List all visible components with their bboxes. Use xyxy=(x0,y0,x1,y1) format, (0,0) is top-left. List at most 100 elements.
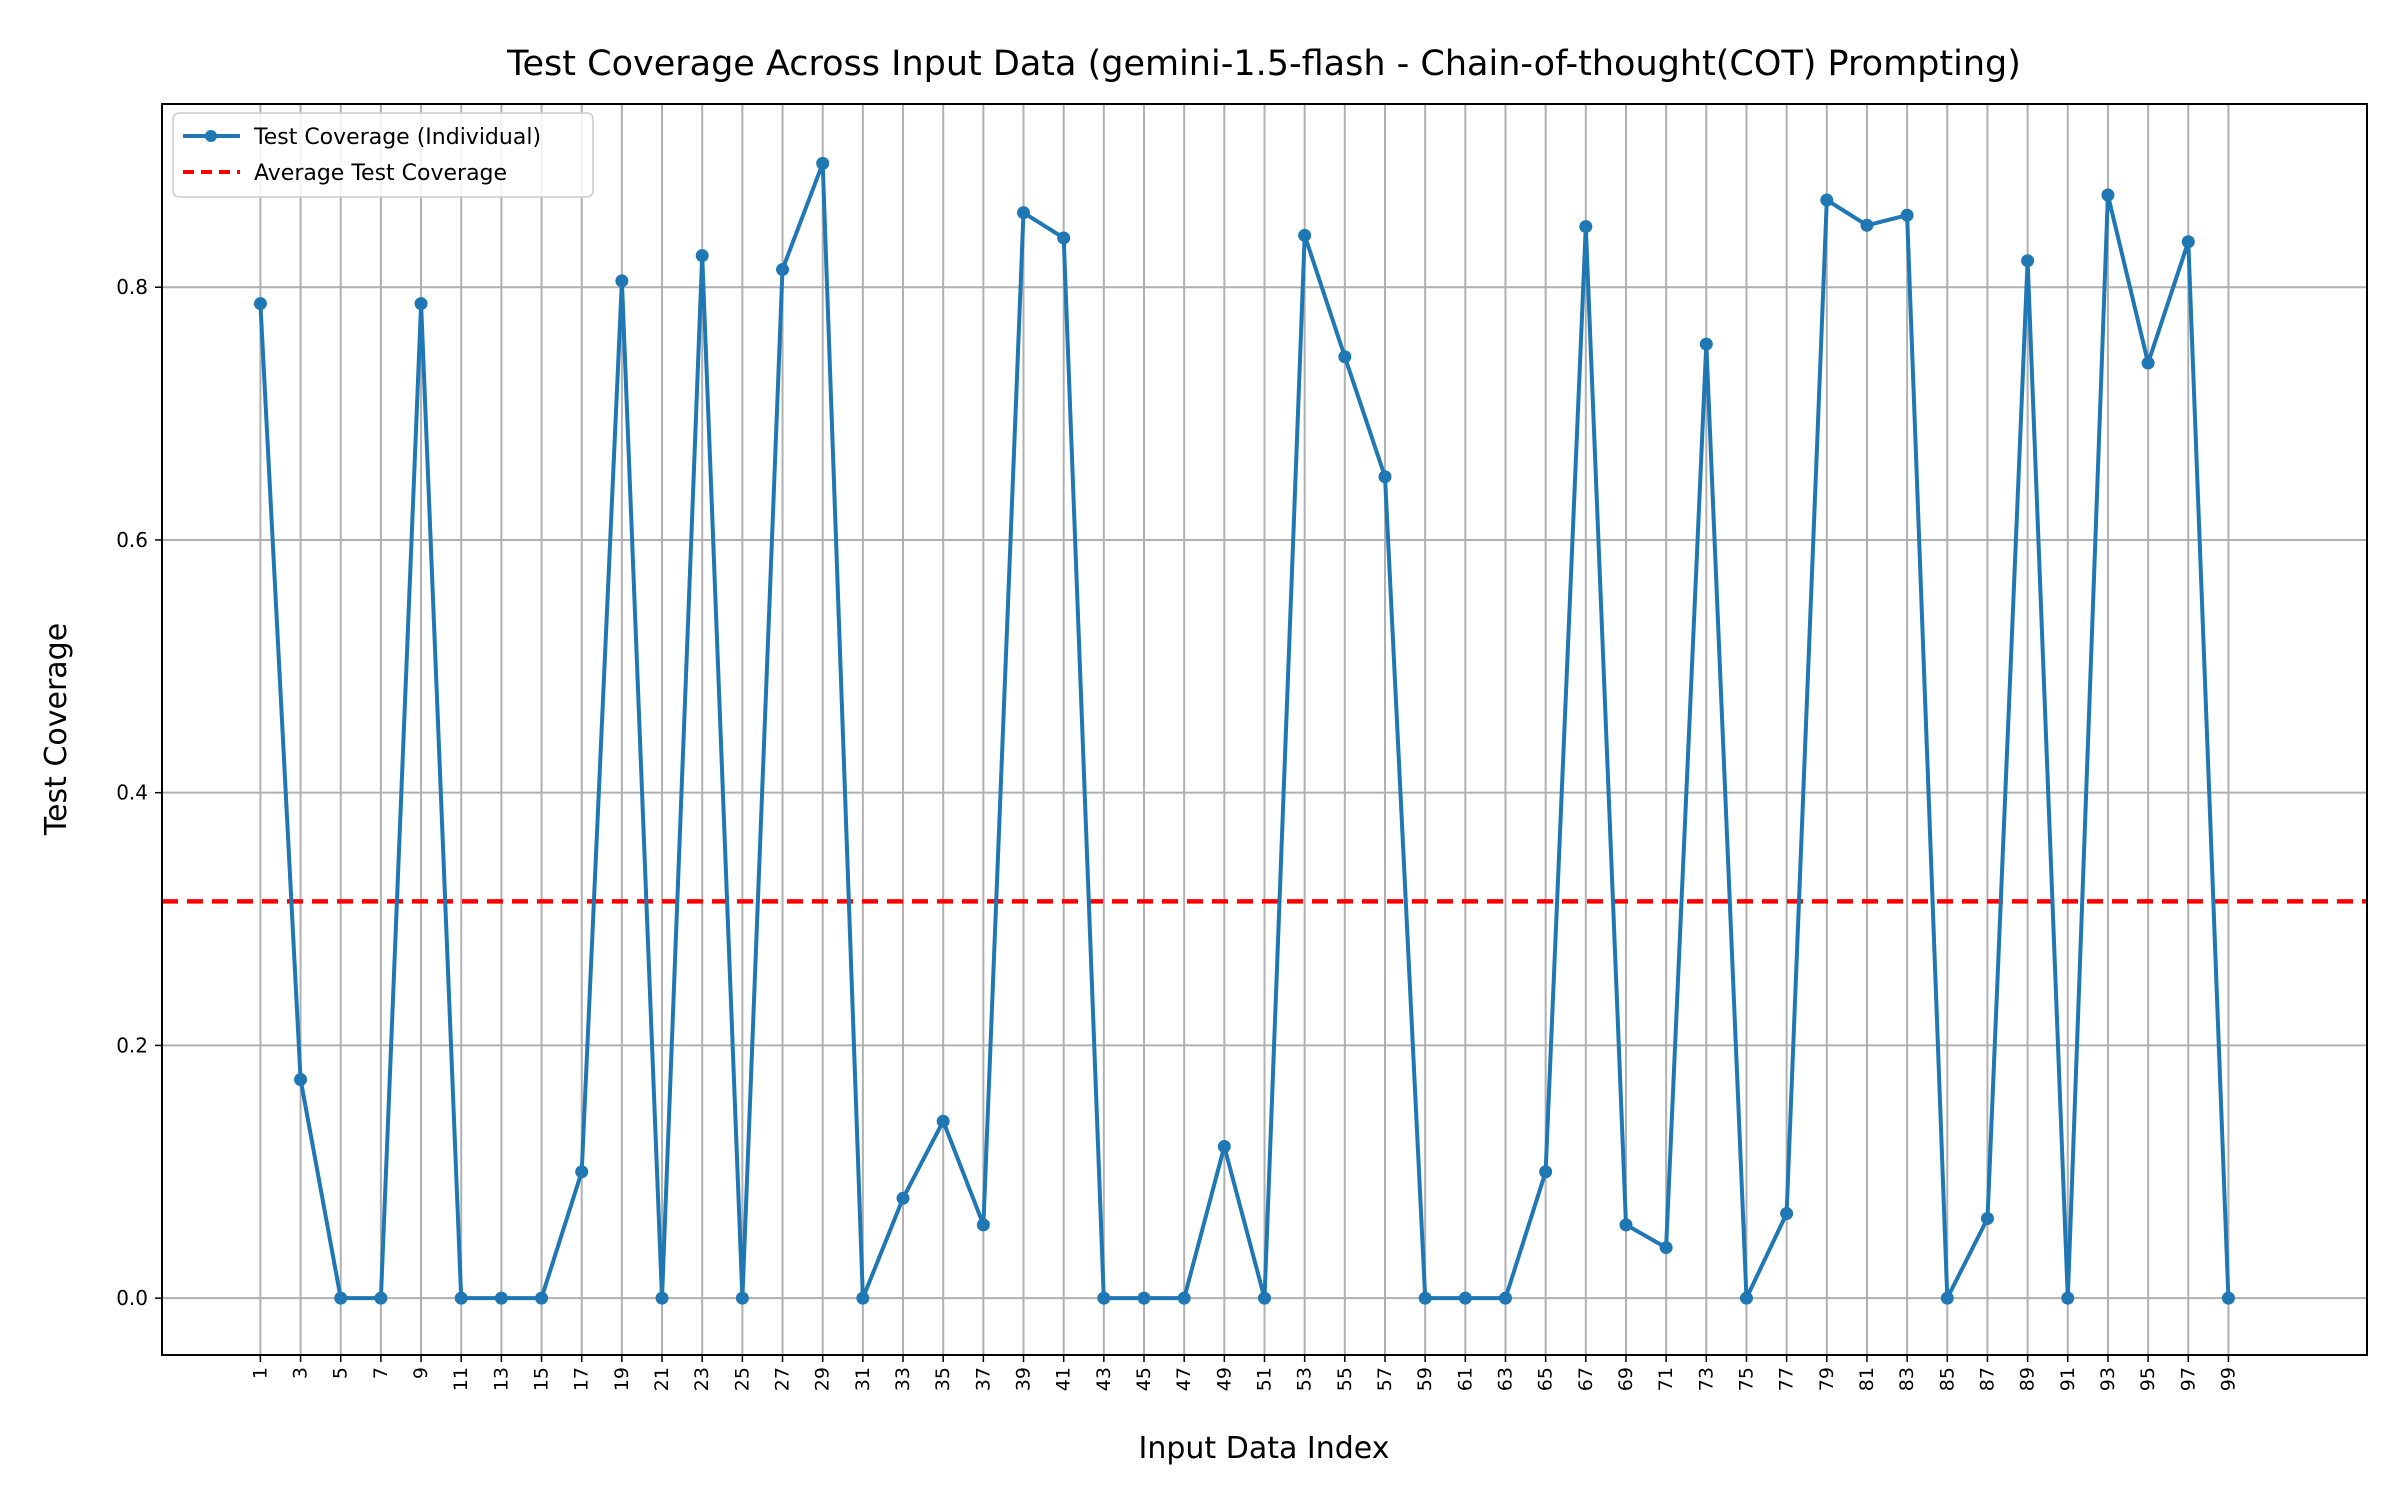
data-point xyxy=(1619,1218,1633,1232)
x-tick-label: 77 xyxy=(1776,1367,1798,1391)
y-tick-label: 0.0 xyxy=(116,1286,148,1310)
x-tick-label: 49 xyxy=(1213,1367,1235,1391)
data-point xyxy=(454,1291,468,1305)
legend-box xyxy=(172,112,594,198)
x-tick-label: 69 xyxy=(1615,1367,1637,1391)
x-tick-label: 47 xyxy=(1173,1367,1195,1391)
data-point xyxy=(1017,206,1031,220)
x-tick-label: 83 xyxy=(1896,1367,1918,1391)
x-tick-label: 35 xyxy=(932,1367,954,1391)
data-point xyxy=(1539,1165,1553,1179)
data-point xyxy=(1177,1291,1191,1305)
data-point xyxy=(1097,1291,1111,1305)
x-tick-label: 79 xyxy=(1816,1367,1838,1391)
data-point xyxy=(1739,1291,1753,1305)
x-tick-label: 25 xyxy=(731,1367,753,1391)
data-point xyxy=(1298,228,1312,242)
data-point xyxy=(2101,188,2115,202)
y-axis-ticks: 0.0 0.2 0.4 0.6 0.8 xyxy=(116,275,162,1310)
x-tick-label: 93 xyxy=(2097,1367,2119,1391)
x-tick-label: 15 xyxy=(531,1367,553,1391)
data-point xyxy=(2061,1291,2075,1305)
data-point xyxy=(494,1291,508,1305)
data-point xyxy=(655,1291,669,1305)
x-tick-label: 81 xyxy=(1856,1367,1878,1391)
x-tick-label: 19 xyxy=(611,1367,633,1391)
legend-marker-individual xyxy=(205,130,217,142)
data-point xyxy=(695,249,709,263)
data-point xyxy=(1659,1241,1673,1255)
data-point xyxy=(976,1218,990,1232)
data-point xyxy=(735,1291,749,1305)
x-tick-label: 1 xyxy=(249,1367,271,1379)
data-point xyxy=(1780,1206,1794,1220)
data-point xyxy=(816,156,830,170)
x-tick-label: 31 xyxy=(852,1367,874,1391)
y-axis-label: Test Coverage xyxy=(39,623,74,836)
y-tick-label: 0.6 xyxy=(116,528,148,552)
x-tick-label: 89 xyxy=(2017,1367,2039,1391)
data-point xyxy=(294,1073,308,1087)
data-point xyxy=(1137,1291,1151,1305)
data-point xyxy=(253,297,267,311)
data-point xyxy=(2221,1291,2235,1305)
data-point xyxy=(896,1191,910,1205)
data-point xyxy=(1217,1140,1231,1153)
legend: Test Coverage (Individual) Average Test … xyxy=(172,112,594,198)
data-point xyxy=(2181,235,2195,249)
x-tick-label: 23 xyxy=(691,1367,713,1391)
x-tick-label: 63 xyxy=(1494,1367,1516,1391)
data-point xyxy=(2141,356,2155,370)
data-point xyxy=(1418,1291,1432,1305)
data-point xyxy=(936,1114,950,1128)
x-tick-label: 39 xyxy=(1013,1367,1035,1391)
data-point xyxy=(1378,470,1392,484)
x-tick-label: 57 xyxy=(1374,1367,1396,1391)
data-point xyxy=(1940,1291,1954,1305)
x-tick-label: 95 xyxy=(2137,1367,2159,1391)
x-tick-label: 11 xyxy=(450,1367,472,1391)
data-point xyxy=(1458,1291,1472,1305)
chart-title: Test Coverage Across Input Data (gemini-… xyxy=(506,44,2021,84)
x-tick-label: 45 xyxy=(1133,1367,1155,1391)
x-tick-label: 61 xyxy=(1454,1367,1476,1391)
x-tick-label: 65 xyxy=(1535,1367,1557,1391)
x-tick-label: 41 xyxy=(1053,1367,1075,1391)
data-point xyxy=(535,1291,549,1305)
data-point xyxy=(1258,1291,1271,1305)
x-tick-label: 53 xyxy=(1294,1367,1316,1391)
data-point xyxy=(615,274,629,288)
series-line-individual xyxy=(258,161,2231,1301)
data-point xyxy=(1900,208,1914,222)
legend-label-individual: Test Coverage (Individual) xyxy=(253,125,541,150)
y-tick-label: 0.2 xyxy=(116,1033,148,1057)
x-tick-label: 9 xyxy=(410,1367,432,1379)
x-tick-label: 67 xyxy=(1575,1367,1597,1391)
x-axis-label: Input Data Index xyxy=(1139,1431,1390,1466)
data-point xyxy=(374,1291,388,1305)
x-tick-label: 51 xyxy=(1254,1367,1276,1391)
data-point xyxy=(1057,231,1071,245)
x-tick-label: 73 xyxy=(1695,1367,1717,1391)
x-tick-label: 43 xyxy=(1093,1367,1115,1391)
x-tick-label: 21 xyxy=(651,1367,673,1391)
x-axis-ticks: 1 3 5 7 9 11 13 15 17 19 21 23 25 27 29 31 33 35 37 39 41 43 4… xyxy=(249,1355,2239,1391)
x-tick-label: 29 xyxy=(812,1367,834,1391)
series-layer xyxy=(253,156,2235,1305)
data-point xyxy=(575,1165,589,1179)
x-tick-label: 3 xyxy=(290,1367,312,1379)
x-tick-label: 37 xyxy=(972,1367,994,1391)
data-point xyxy=(1699,337,1713,351)
y-tick-label: 0.4 xyxy=(116,781,148,805)
x-tick-label: 27 xyxy=(772,1367,794,1391)
x-tick-label: 87 xyxy=(1976,1367,1998,1391)
legend-label-average: Average Test Coverage xyxy=(254,161,507,186)
x-tick-label: 91 xyxy=(2057,1367,2079,1391)
data-point xyxy=(1860,218,1874,232)
data-point xyxy=(776,263,790,277)
y-tick-label: 0.8 xyxy=(116,275,148,299)
x-tick-label: 5 xyxy=(330,1367,352,1379)
